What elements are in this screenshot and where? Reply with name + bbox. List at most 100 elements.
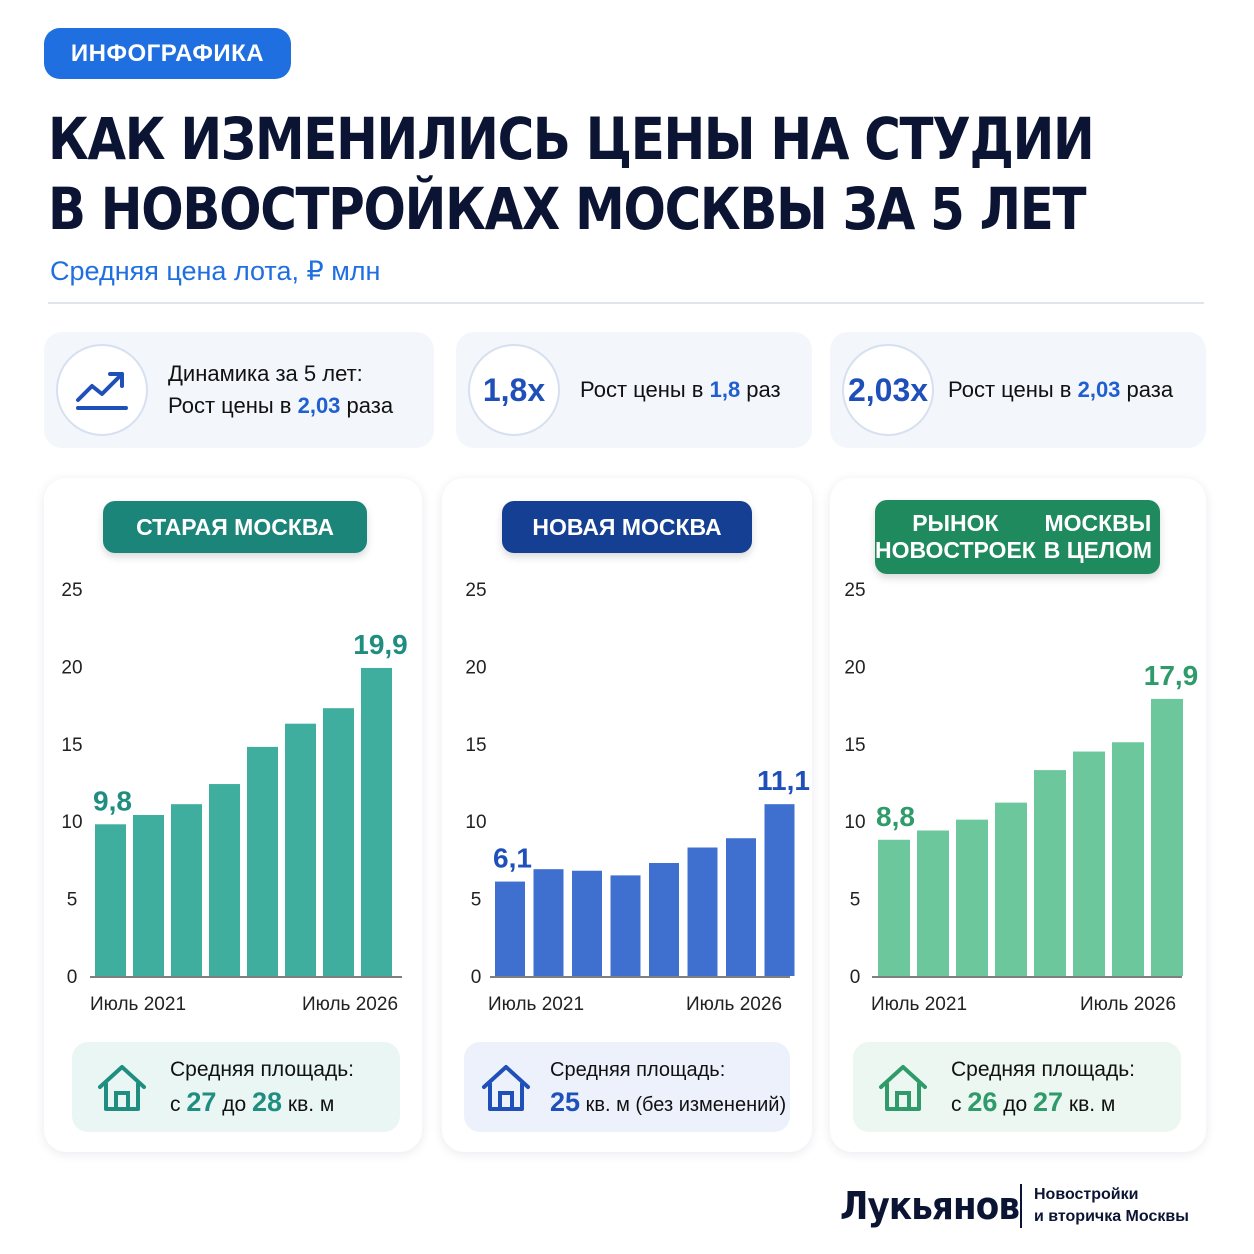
bar-new-moscow [533,869,564,976]
data-label: 19,9 [353,629,408,660]
info-to-value: 28 [252,1086,283,1117]
stat-card-market: 2,03x Рост цены в 2,03 раза [830,332,1206,448]
chart-title-new-moscow: НОВАЯ МОСКВА [502,501,752,553]
bar-old-moscow [95,824,126,976]
info-value: 25 [550,1086,581,1117]
y-tick-label: 0 [471,967,482,988]
x-tick-label: Июль 2021 [871,994,967,1015]
info-from-value: 27 [186,1086,217,1117]
bar-new-moscow [764,804,795,976]
bar-market [878,839,910,976]
chart-title-old-moscow: СТАРАЯ МОСКВА [103,501,367,553]
y-tick-label: 25 [61,580,82,601]
data-label: 17,9 [1144,660,1199,691]
bar-old-moscow [323,708,354,976]
info-line-1: Средняя площадь: [170,1057,355,1081]
data-label: 11,1 [757,765,810,796]
y-tick-label: 0 [850,967,861,988]
stat-prefix: Рост цены в [948,377,1078,402]
bar-market [917,830,949,976]
bar-market [1112,742,1144,976]
x-tick-label: Июль 2026 [302,994,398,1015]
info-text: Средняя площадь: с 27 до 28 кв. м [170,1054,354,1121]
info-rest: кв. м (без изменений) [580,1093,787,1116]
house-icon [482,1065,530,1111]
bar-new-moscow [610,875,641,976]
stat-suffix: раза [1120,377,1174,402]
y-tick-label: 10 [844,812,865,833]
data-label: 8,8 [876,801,915,832]
stat-line-2-suffix: раза [340,393,394,418]
title-line-1: КАК ИЗМЕНИЛИСЬ ЦЕНЫ НА СТУДИИ [48,105,1095,173]
info-mid-word: до [997,1092,1033,1116]
info-card-old-moscow: Средняя площадь: с 27 до 28 кв. м [72,1042,400,1132]
y-tick-label: 25 [465,580,486,601]
tagline-line-1: Новостройки [1034,1186,1139,1203]
info-text: Средняя площадь: 25 кв. м (без изменений… [550,1054,786,1121]
y-tick-label: 5 [471,890,482,911]
stat-text-dynamics: Динамика за 5 лет: Рост цены в 2,03 раза [168,358,393,422]
y-tick-label: 15 [844,735,865,756]
chart-title-market: РЫНОК НОВОСТРОЕК МОСКВЫ В ЦЕЛОМ [875,500,1160,574]
stat-text-new-moscow: Рост цены в 1,8 раз [580,374,781,406]
stat-value: 2,03 [297,393,341,418]
data-label: 9,8 [93,785,132,816]
info-from-value: 26 [967,1086,998,1117]
stat-badge-circle: 1,8x [468,344,560,436]
y-tick-label: 20 [61,657,82,678]
bar-market [956,819,988,976]
bar-new-moscow [572,870,602,976]
stat-line-2-prefix: Рост цены в [168,393,298,418]
bar-new-moscow [726,838,756,976]
bar-old-moscow [247,746,278,976]
house-icon [98,1065,146,1111]
page-subtitle: Средняя цена лота, ₽ млн [50,256,381,286]
x-tick-label: Июль 2021 [90,994,186,1015]
stat-card-dynamics: Динамика за 5 лет: Рост цены в 2,03 раза [44,332,434,448]
y-tick-label: 5 [850,890,861,911]
house-icon [879,1065,927,1111]
footer-divider [1020,1184,1022,1228]
info-from-word: с [170,1092,187,1116]
stat-text-market: Рост цены в 2,03 раза [948,374,1173,406]
chart-title-line-2: МОСКВЫ В ЦЕЛОМ [1043,510,1153,563]
title-line-2: В НОВОСТРОЙКАХ МОСКВЫ ЗА 5 ЛЕТ [48,175,1087,243]
y-tick-label: 0 [67,967,78,988]
y-tick-label: 10 [61,812,82,833]
brand-logo: Лукьянов [840,1184,1020,1228]
stat-card-new-moscow: 1,8x Рост цены в 1,8 раз [456,332,812,448]
y-tick-label: 20 [465,657,486,678]
stat-value: 2,03 [1077,377,1121,402]
info-line-1: Средняя площадь: [951,1057,1136,1081]
info-card-new-moscow: Средняя площадь: 25 кв. м (без изменений… [464,1042,790,1132]
panel-new-moscow [442,478,812,1152]
info-line-1: Средняя площадь: [550,1058,726,1081]
bar-old-moscow [285,723,316,976]
bar-old-moscow [133,815,164,976]
bar-old-moscow [209,784,240,976]
y-tick-label: 20 [844,657,865,678]
bar-market [1151,698,1183,976]
bar-old-moscow [171,804,202,976]
info-from-word: с [951,1092,968,1116]
header-divider [48,302,1204,304]
brand-tagline: Новостройки и вторичка Москвы [1034,1184,1189,1228]
x-tick-label: Июль 2021 [488,994,584,1015]
bar-old-moscow [361,667,392,976]
bar-market [1034,770,1066,976]
stat-prefix: Рост цены в [580,377,710,402]
bar-new-moscow [687,847,718,976]
info-unit: кв. м [1063,1092,1116,1116]
info-text: Средняя площадь: с 26 до 27 кв. м [951,1054,1135,1121]
bar-new-moscow [649,862,679,976]
y-tick-label: 15 [465,735,486,756]
stat-badge-circle: 2,03x [842,344,934,436]
chart-title-line-1: РЫНОК НОВОСТРОЕК [875,510,1036,563]
tagline-line-2: и вторичка Москвы [1034,1208,1189,1225]
infographic-badge: ИНФОГРАФИКА [44,28,291,79]
info-unit: кв. м [282,1092,335,1116]
info-to-value: 27 [1033,1086,1064,1117]
x-tick-label: Июль 2026 [686,994,782,1015]
data-label: 6,1 [493,843,532,874]
